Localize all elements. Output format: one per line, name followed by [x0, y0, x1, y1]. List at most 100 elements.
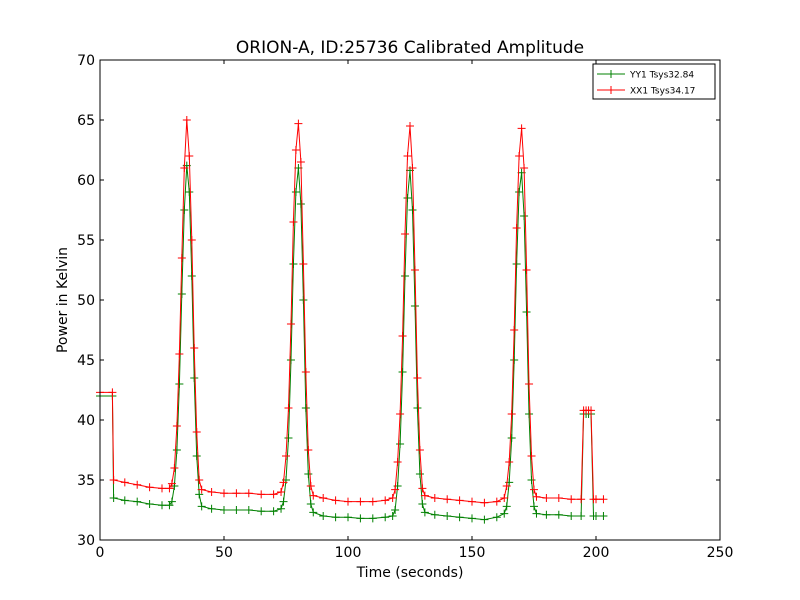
x-tick-label: 250 — [707, 545, 734, 561]
y-tick-label: 70 — [77, 53, 95, 69]
data-point — [408, 206, 417, 214]
data-point — [415, 470, 424, 478]
data-point — [304, 470, 313, 478]
data-point — [388, 512, 397, 520]
data-point — [282, 452, 290, 460]
data-point — [232, 489, 241, 498]
y-tick-label: 60 — [77, 173, 95, 189]
data-point — [296, 200, 305, 208]
legend-entry-yy1: YY1 Tsys32.84 — [597, 70, 694, 81]
data-point — [344, 513, 352, 522]
data-point — [443, 512, 452, 520]
data-point — [492, 513, 501, 522]
x-tick-label: 50 — [215, 545, 233, 561]
data-point — [331, 513, 340, 522]
data-point — [170, 464, 179, 472]
data-point — [356, 514, 365, 523]
data-point — [420, 508, 429, 517]
data-point — [296, 158, 305, 166]
data-point — [443, 495, 452, 504]
data-point — [455, 513, 464, 522]
x-tick-label: 100 — [335, 545, 362, 561]
data-point — [197, 502, 206, 511]
data-point — [284, 404, 293, 412]
data-point — [599, 512, 608, 520]
data-point — [133, 480, 142, 489]
data-point — [294, 119, 303, 128]
data-point — [344, 497, 352, 506]
data-point — [309, 508, 318, 517]
data-point — [507, 434, 516, 442]
data-point — [455, 496, 464, 505]
data-point — [522, 266, 531, 274]
data-point — [306, 482, 315, 490]
data-point — [420, 491, 429, 500]
x-tick-label: 150 — [459, 545, 486, 561]
data-point — [220, 489, 228, 498]
data-point — [398, 332, 407, 340]
data-point — [408, 164, 417, 172]
x-tick-label: 0 — [96, 545, 105, 561]
data-point — [299, 296, 308, 304]
data-point — [120, 496, 129, 505]
chart-title: ORION-A, ID:25736 Calibrated Amplitude — [236, 38, 584, 58]
data-point — [286, 320, 295, 328]
data-point — [331, 496, 340, 505]
data-point — [286, 356, 295, 364]
data-point — [368, 497, 377, 506]
data-point — [301, 368, 310, 376]
y-tick-label: 50 — [77, 293, 95, 309]
data-point — [306, 500, 315, 508]
data-point — [415, 446, 424, 454]
data-point — [502, 482, 511, 490]
data-point — [391, 506, 400, 514]
data-point — [502, 502, 511, 511]
legend-label-yy1: YY1 Tsys32.84 — [629, 71, 694, 81]
data-point — [177, 254, 186, 262]
data-point — [525, 410, 534, 418]
legend-label-xx1: XX1 Tsys34.17 — [630, 87, 695, 97]
data-point — [180, 164, 189, 172]
y-tick-label: 35 — [77, 473, 95, 489]
data-point — [505, 458, 514, 466]
y-tick-label: 55 — [77, 233, 95, 249]
data-point — [172, 422, 181, 430]
data-point — [319, 512, 328, 520]
data-point — [244, 506, 253, 514]
data-point — [403, 152, 412, 160]
data-point — [525, 380, 534, 388]
data-point — [512, 224, 521, 232]
data-point — [192, 452, 201, 460]
data-point — [175, 350, 184, 358]
data-point — [500, 494, 509, 502]
data-point — [368, 514, 377, 523]
data-point — [180, 206, 189, 214]
data-point — [284, 434, 293, 442]
data-point — [542, 510, 551, 519]
data-point — [515, 152, 524, 160]
data-point — [133, 497, 142, 506]
data-point — [319, 494, 328, 502]
data-point — [301, 404, 310, 412]
series-layer — [96, 116, 608, 524]
data-point — [182, 116, 191, 124]
data-point — [398, 368, 407, 376]
plot-area — [100, 60, 720, 540]
data-point — [195, 490, 204, 499]
data-point — [520, 212, 529, 220]
data-point — [277, 504, 286, 513]
series-0 — [96, 161, 608, 524]
data-point — [291, 188, 300, 196]
data-point — [187, 236, 196, 244]
data-point — [192, 428, 201, 436]
data-point — [269, 507, 278, 516]
data-point — [279, 497, 288, 506]
data-point — [592, 495, 600, 504]
data-point — [158, 484, 166, 493]
data-point — [269, 490, 278, 499]
data-point — [109, 494, 118, 502]
y-tick-label: 65 — [77, 113, 95, 129]
data-point — [356, 497, 365, 506]
legend: YY1 Tsys32.84 XX1 Tsys34.17 — [592, 63, 716, 100]
data-point — [381, 513, 390, 522]
